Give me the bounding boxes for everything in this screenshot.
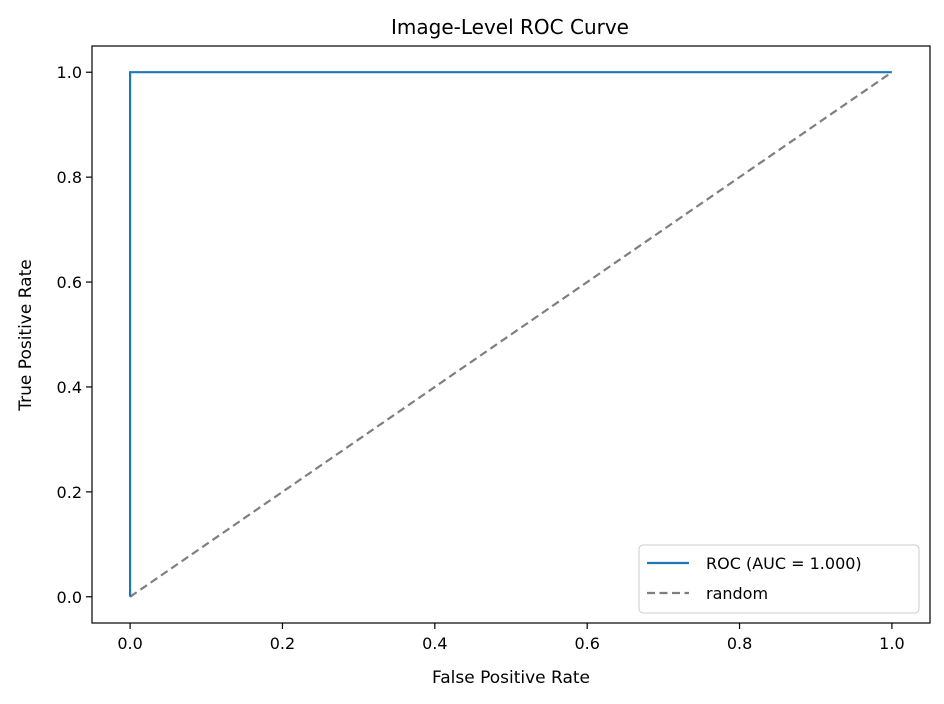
- y-tick-label: 0.4: [57, 378, 82, 397]
- y-tick-label: 1.0: [57, 63, 82, 82]
- y-tick-label: 0.2: [57, 483, 82, 502]
- y-axis-label: True Positive Rate: [16, 259, 36, 411]
- x-tick-label: 0.8: [727, 634, 752, 653]
- legend: ROC (AUC = 1.000) random: [638, 544, 920, 614]
- axes-frame: [91, 45, 931, 624]
- chart-title: Image-Level ROC Curve: [391, 15, 629, 39]
- x-axis-label: False Positive Rate: [432, 668, 590, 688]
- legend-label-1: random: [706, 584, 768, 603]
- series-line-0: [129, 71, 892, 597]
- series-line-1: [129, 71, 893, 598]
- x-tick-label: 1.0: [879, 634, 904, 653]
- y-tick-label: 0.8: [57, 168, 82, 187]
- legend-label-0: ROC (AUC = 1.000): [706, 554, 862, 573]
- legend-box: [638, 544, 920, 614]
- x-tick-label: 0.2: [270, 634, 295, 653]
- y-tick-label: 0.0: [57, 588, 82, 607]
- plot-area: [129, 71, 893, 598]
- y-tick-label: 0.6: [57, 273, 82, 292]
- ticks: 0.0 0.2 0.4 0.6 0.8 1.0 0.0 0.2 0.4 0.6 0.8 1.0: [57, 63, 905, 653]
- x-tick-label: 0.6: [574, 634, 599, 653]
- x-tick-label: 0.0: [117, 634, 142, 653]
- x-tick-label: 0.4: [422, 634, 447, 653]
